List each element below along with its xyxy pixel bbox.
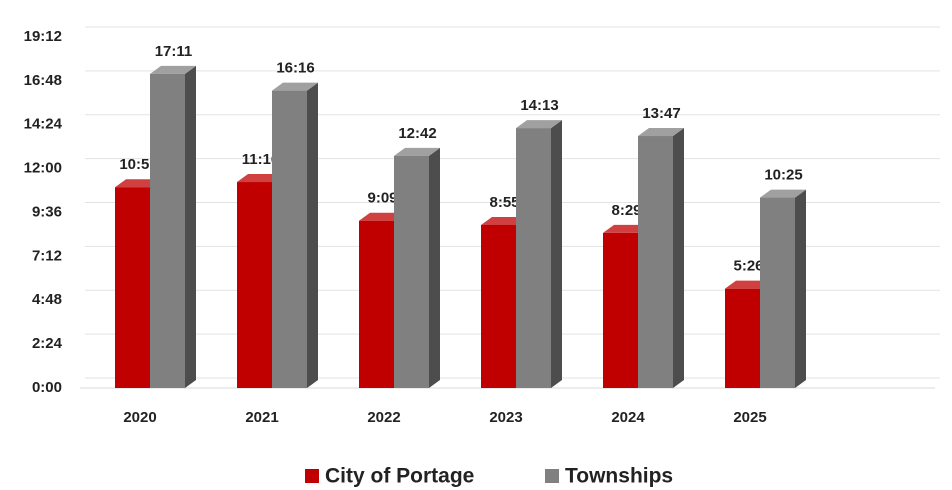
bar-top xyxy=(237,174,283,183)
bar-top xyxy=(115,179,161,188)
y-tick-label: 12:00 xyxy=(24,160,62,177)
legend-label: Townships xyxy=(565,465,673,488)
bar xyxy=(725,288,760,388)
bar xyxy=(272,90,307,388)
x-tick-label: 2022 xyxy=(367,409,400,426)
bar xyxy=(603,232,638,388)
legend-swatch xyxy=(545,469,559,483)
legend: City of Portage Townships xyxy=(305,465,673,488)
bar-side xyxy=(307,82,318,388)
bar xyxy=(481,224,516,388)
y-tick-label: 4:48 xyxy=(32,291,62,308)
data-label: 16:16 xyxy=(276,60,314,77)
y-tick-label: 7:12 xyxy=(32,247,62,264)
bar-top xyxy=(725,280,771,289)
legend-swatch xyxy=(305,469,319,483)
data-label: 9:09 xyxy=(367,190,397,207)
bar xyxy=(237,182,272,388)
bar-side xyxy=(429,147,440,388)
bar xyxy=(760,197,795,388)
y-tick-label: 14:24 xyxy=(24,116,63,133)
bar-top xyxy=(272,82,318,91)
data-label: 14:13 xyxy=(520,97,558,114)
y-tick-label: 16:48 xyxy=(24,72,62,89)
data-label: 12:42 xyxy=(398,125,436,142)
bar-top xyxy=(638,128,684,137)
x-tick-label: 2025 xyxy=(733,409,766,426)
bar xyxy=(359,220,394,388)
bar-top xyxy=(603,224,649,233)
bar-top xyxy=(516,120,562,129)
data-label: 8:29 xyxy=(611,202,641,219)
bar-side xyxy=(551,120,562,388)
bar-side xyxy=(795,189,806,388)
data-label: 10:59 xyxy=(119,156,157,173)
bar-top xyxy=(760,189,806,198)
bar-top xyxy=(394,147,440,156)
bar xyxy=(638,136,673,388)
data-label: 10:25 xyxy=(764,167,802,184)
y-tick-label: 9:36 xyxy=(32,203,62,220)
x-tick-label: 2024 xyxy=(611,409,645,426)
y-tick-label: 2:24 xyxy=(32,335,63,352)
bar xyxy=(394,155,429,388)
data-label: 11:16 xyxy=(242,151,280,168)
bar-side xyxy=(185,65,196,388)
x-tick-label: 2023 xyxy=(489,409,522,426)
bar-top xyxy=(481,216,527,225)
data-label: 17:11 xyxy=(155,43,193,60)
bar xyxy=(516,128,551,388)
y-tick-label: 19:12 xyxy=(24,28,62,45)
data-label: 13:47 xyxy=(642,105,680,122)
y-tick-label: 0:00 xyxy=(32,379,62,396)
bar-side xyxy=(673,128,684,388)
data-label: 5:26 xyxy=(733,258,763,275)
bar xyxy=(150,73,185,388)
bar-top xyxy=(359,212,405,221)
bar xyxy=(115,187,150,388)
data-label: 8:55 xyxy=(489,194,519,211)
bar-top xyxy=(150,65,196,74)
legend-label: City of Portage xyxy=(325,465,474,488)
x-tick-label: 2020 xyxy=(123,409,156,426)
x-tick-label: 2021 xyxy=(245,409,278,426)
